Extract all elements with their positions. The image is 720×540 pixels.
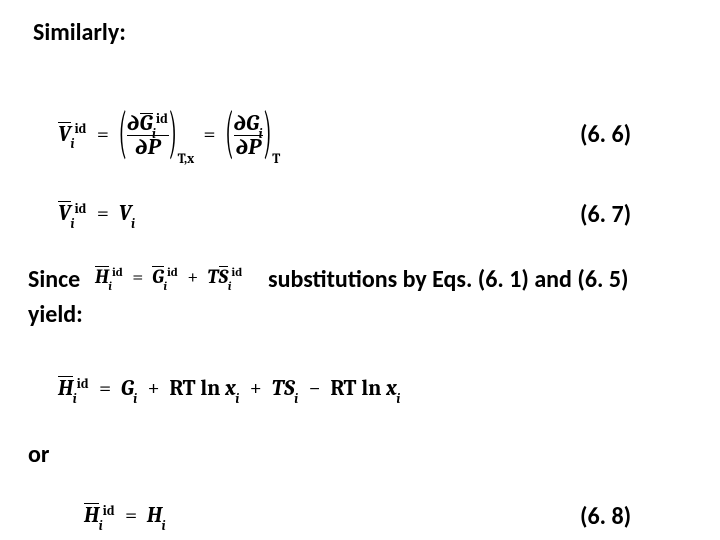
equation-6-7: Viid = Vi <box>58 200 136 226</box>
equation-6-8: Hiid = Hi <box>84 502 166 528</box>
eqnum-6-6: (6. 6) <box>580 120 631 149</box>
equation-6-6: Viid = ( ∂Giid ∂P )T,x = ( ∂Gi ∂P )T <box>58 112 280 159</box>
equation-since: Hiid = Giid + TSiid <box>95 265 243 288</box>
eqnum-6-8: (6. 8) <box>580 502 631 531</box>
eqnum-6-7: (6. 7) <box>580 200 631 229</box>
similarly-label: Similarly: <box>33 18 126 47</box>
yield-label: yield: <box>28 300 83 329</box>
equation-h-expanded: Hiid = Gi + RT ln xi + TSi − RT ln xi <box>58 375 401 401</box>
or-label: or <box>28 440 49 469</box>
subst-label: substitutions by Eqs. (6. 1) and (6. 5) <box>268 265 628 294</box>
since-label: Since <box>28 265 80 294</box>
